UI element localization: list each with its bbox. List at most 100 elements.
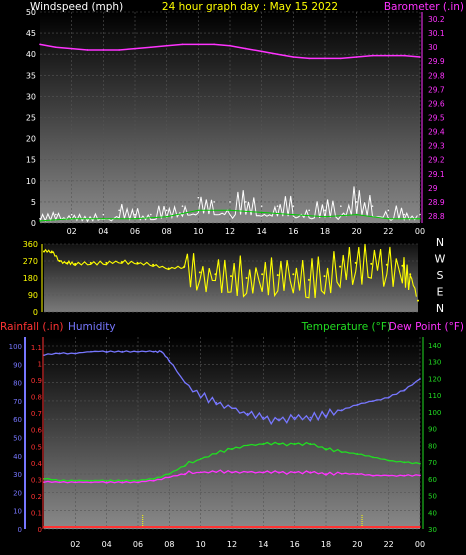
data-point — [293, 416, 296, 419]
data-point — [278, 442, 280, 445]
compass-label: S — [437, 269, 444, 282]
data-point — [262, 416, 265, 419]
dir-tick-label: 270 — [23, 257, 38, 266]
data-point — [70, 47, 73, 50]
humidity-tick-label: 60 — [13, 416, 22, 424]
data-point — [43, 478, 45, 480]
wind-baro-series — [39, 43, 421, 223]
series-line — [43, 350, 421, 426]
temp-tick-label: 110 — [428, 392, 441, 400]
data-point — [419, 526, 421, 528]
wind-tick-label: 35 — [26, 71, 36, 80]
data-point — [90, 350, 92, 353]
data-point — [293, 442, 296, 445]
wind-x-axis: 02 04 06 08 10 12 14 16 18 20 22 00 — [67, 227, 426, 236]
data-point — [66, 261, 69, 264]
data-point — [372, 456, 374, 458]
series-dew-point — [43, 469, 421, 484]
data-point — [102, 217, 105, 220]
rain-tick-label: 0.3 — [31, 476, 42, 484]
data-point — [403, 54, 405, 57]
data-point — [58, 479, 61, 482]
data-point — [213, 201, 215, 203]
data-point — [325, 473, 327, 475]
dir-tick-label: 180 — [23, 274, 38, 283]
data-point — [165, 215, 168, 218]
data-point — [340, 409, 343, 411]
humidity-axis-label: Humidity — [68, 321, 116, 333]
data-point — [245, 201, 247, 203]
data-point — [50, 250, 53, 253]
temp-tick-label: 50 — [428, 493, 437, 501]
wind-tick-label: 25 — [26, 114, 36, 123]
data-point — [417, 299, 419, 302]
humidity-tick-label: 0 — [18, 526, 22, 534]
x-tick-label: 06 — [133, 540, 143, 549]
data-point — [58, 352, 61, 355]
wind-tick-label: 30 — [26, 92, 36, 101]
x-tick-label: 20 — [352, 227, 362, 236]
data-point — [387, 54, 390, 57]
data-point — [403, 474, 406, 477]
rain-tick-label: 0.8 — [31, 394, 42, 402]
data-point — [340, 205, 342, 207]
dir-plot-area — [44, 244, 418, 312]
x-tick-label: 14 — [258, 540, 268, 549]
data-point — [102, 49, 105, 51]
humidity-tick-label: 20 — [13, 489, 22, 497]
baro-tick-label: 29.3 — [428, 142, 445, 151]
temp-axis-label: Temperature (°F) — [301, 321, 391, 333]
data-point — [90, 479, 92, 482]
rain-tick-label: 0.2 — [31, 493, 42, 501]
rain-tick-label: 0.5 — [31, 443, 42, 451]
data-point — [324, 57, 326, 60]
data-point — [387, 217, 390, 220]
data-point — [231, 447, 233, 450]
data-point — [160, 350, 163, 353]
temp-tick-label: 120 — [428, 375, 441, 383]
temp-tick-label: 130 — [428, 359, 441, 367]
x-tick-label: 12 — [227, 540, 237, 549]
data-point — [246, 471, 249, 473]
data-point — [137, 481, 139, 483]
data-point — [246, 412, 249, 415]
data-point — [215, 452, 218, 455]
dir-series — [43, 243, 419, 302]
temp-tick-label: 140 — [428, 342, 441, 350]
data-point — [245, 277, 248, 279]
data-point — [278, 471, 280, 473]
data-point — [184, 381, 186, 384]
data-point — [137, 350, 139, 353]
data-point — [409, 273, 412, 276]
data-point — [403, 389, 406, 391]
data-point — [165, 44, 168, 47]
data-point — [230, 275, 232, 278]
temp-tick-label: 40 — [428, 509, 437, 517]
wind-tick-label: 45 — [26, 29, 36, 38]
series-rainfall — [43, 526, 421, 528]
data-point — [150, 46, 152, 48]
compass-label: N — [436, 236, 444, 249]
data-point — [324, 209, 326, 212]
humidity-tick-label: 70 — [13, 398, 22, 406]
data-point — [309, 471, 312, 473]
data-point — [152, 478, 155, 480]
temp-tick-label: 70 — [428, 459, 437, 467]
data-point — [74, 479, 77, 482]
wind-axis-label: Windspeed (mph) — [30, 1, 123, 13]
data-point — [229, 44, 231, 47]
baro-tick-label: 29.5 — [428, 114, 445, 123]
data-point — [134, 217, 136, 220]
baro-tick-label: 29 — [428, 184, 438, 193]
data-point — [197, 43, 200, 46]
rain-tick-label: 0.4 — [31, 460, 43, 468]
data-point — [105, 350, 108, 353]
baro-tick-label: 29.8 — [428, 71, 445, 80]
humidity-tick-label: 50 — [13, 435, 22, 443]
data-point — [181, 205, 184, 207]
data-point — [90, 481, 92, 483]
data-point — [356, 452, 359, 455]
data-point — [293, 471, 296, 473]
x-tick-label: 10 — [196, 540, 206, 549]
data-point — [199, 396, 202, 399]
